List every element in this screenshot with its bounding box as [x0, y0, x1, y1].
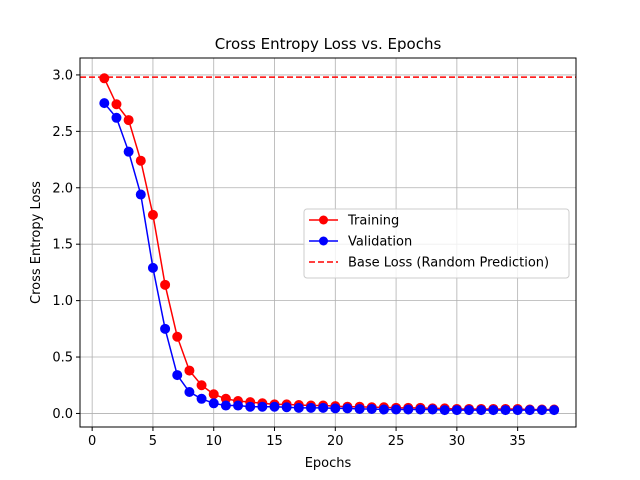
- validation-point: [257, 401, 268, 412]
- x-tick-label: 35: [509, 434, 526, 449]
- validation-point: [147, 262, 158, 273]
- validation-point: [378, 404, 389, 415]
- y-tick-label: 0.5: [52, 351, 73, 366]
- training-point: [208, 389, 219, 400]
- training-point: [196, 380, 207, 391]
- training-point: [135, 155, 146, 166]
- validation-point: [524, 405, 535, 416]
- training-point: [111, 99, 122, 110]
- legend-base-loss-random-prediction-label: Base Loss (Random Prediction): [348, 256, 549, 271]
- x-tick-label: 25: [388, 434, 405, 449]
- legend-validation-label: Validation: [348, 235, 412, 250]
- validation-point: [99, 98, 110, 109]
- validation-point: [111, 112, 122, 123]
- x-tick-label: 10: [205, 434, 222, 449]
- x-tick-label: 20: [327, 434, 344, 449]
- training-point: [160, 279, 171, 290]
- validation-point: [160, 323, 171, 334]
- legend: Training Validation Base Loss (Random Pred…: [303, 208, 570, 279]
- training-point: [184, 365, 195, 376]
- training-point: [147, 209, 158, 220]
- training-point: [123, 115, 134, 126]
- validation-point: [318, 402, 329, 413]
- validation-point: [269, 401, 280, 412]
- validation-point: [415, 404, 426, 415]
- validation-point: [233, 400, 244, 411]
- plot-area-frame: [79, 57, 577, 428]
- validation-point: [172, 370, 183, 381]
- legend-box: [303, 208, 570, 279]
- y-tick-label: 1.5: [52, 238, 73, 253]
- training-point: [172, 331, 183, 342]
- validation-point: [208, 398, 219, 409]
- validation-point: [342, 403, 353, 414]
- validation-point: [330, 403, 341, 414]
- training-point: [99, 73, 110, 84]
- validation-point: [549, 405, 560, 416]
- legend-validation-marker: [319, 236, 328, 246]
- validation-point: [488, 405, 499, 416]
- x-tick-label: 0: [88, 434, 96, 449]
- validation-point: [464, 405, 475, 416]
- validation-point: [439, 405, 450, 416]
- validation-point: [281, 402, 292, 413]
- validation-point: [220, 400, 231, 411]
- validation-point: [293, 402, 304, 413]
- chart-title: Cross Entropy Loss vs. Epochs: [215, 35, 442, 53]
- y-tick-label: 2.5: [52, 125, 73, 140]
- validation-point: [403, 404, 414, 415]
- validation-point: [354, 403, 365, 414]
- validation-point: [123, 146, 134, 157]
- x-axis-label: Epochs: [305, 456, 352, 471]
- validation-point: [305, 402, 316, 413]
- data-series: [99, 73, 560, 416]
- validation-point: [196, 393, 207, 404]
- x-tick-label: 30: [449, 434, 466, 449]
- legend-training-marker: [319, 215, 328, 225]
- validation-point: [512, 405, 523, 416]
- x-tick-label: 5: [149, 434, 157, 449]
- axis-ticks: 0 5 10 15 20 25 30 35 0.0 0.5 1.0 1.5 2.0 2.5 3.0: [52, 68, 526, 449]
- validation-point: [476, 405, 487, 416]
- validation-point: [451, 405, 462, 416]
- validation-point: [391, 404, 402, 415]
- validation-point: [500, 405, 511, 416]
- validation-point: [427, 404, 438, 415]
- legend-training-label: Training: [347, 214, 399, 229]
- validation-point: [135, 189, 146, 200]
- y-tick-label: 0.0: [52, 407, 73, 422]
- y-tick-label: 3.0: [52, 68, 73, 83]
- y-axis-label: Cross Entropy Loss: [29, 181, 44, 304]
- y-tick-label: 1.0: [52, 294, 73, 309]
- x-tick-label: 15: [266, 434, 283, 449]
- validation-point: [366, 403, 377, 414]
- y-tick-label: 2.0: [52, 181, 73, 196]
- validation-point: [536, 405, 547, 416]
- validation-point: [245, 401, 256, 412]
- validation-point: [184, 387, 195, 398]
- grid: [80, 58, 576, 427]
